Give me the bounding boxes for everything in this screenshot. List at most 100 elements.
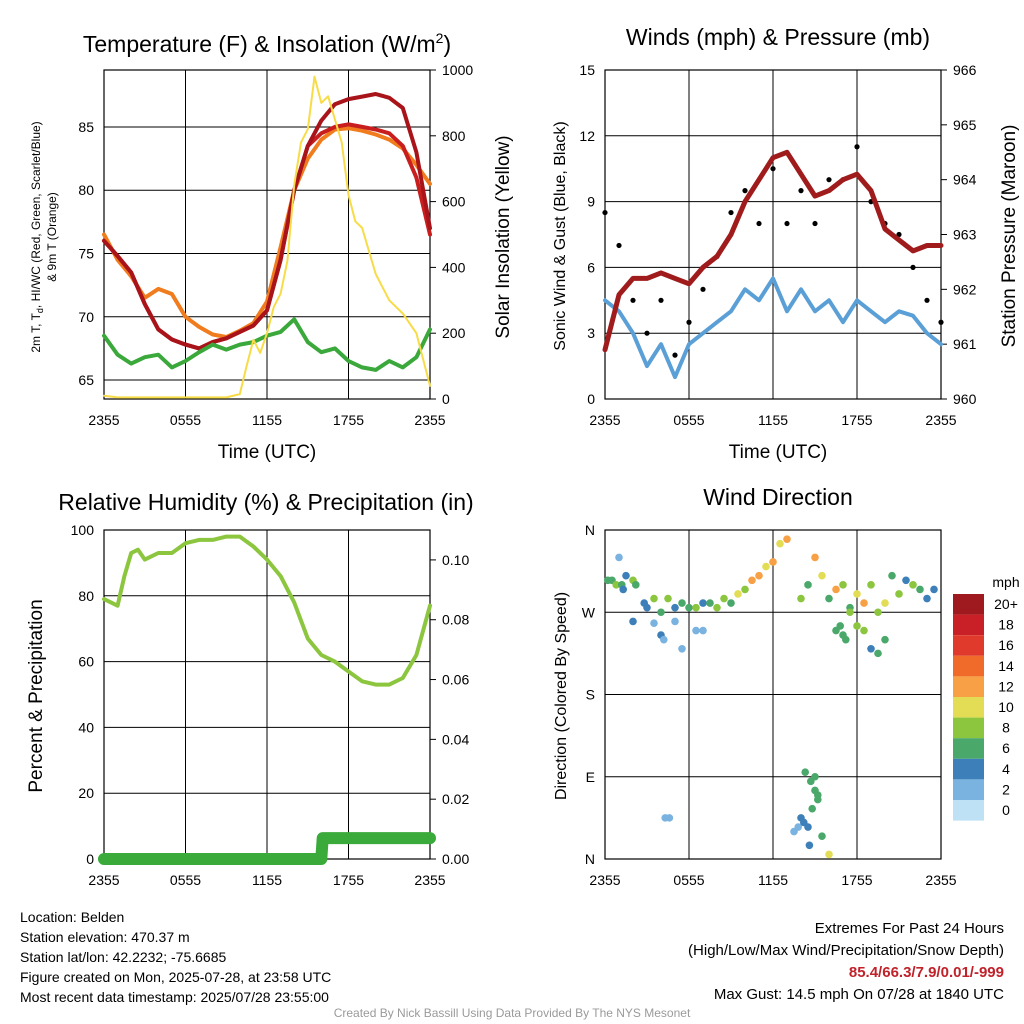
rh-ylabel: Percent & Precipitation (26, 599, 47, 792)
gust-point (854, 144, 860, 150)
direction-point (650, 594, 658, 603)
legend-label: 12 (998, 678, 1014, 694)
wind-y2tick-label: 963 (953, 227, 977, 243)
wind-y2tick-label: 966 (953, 62, 977, 78)
dir-xtick-label: 1155 (758, 872, 788, 888)
direction-point (706, 599, 714, 607)
direction-point (615, 553, 623, 562)
temp-ylabel-2: & 9m T (Orange) (45, 192, 59, 282)
gust-point (756, 220, 762, 227)
direction-point (853, 622, 861, 630)
rh-xtick-label: 1155 (252, 872, 282, 888)
rh-y2tick-label: 0.06 (442, 672, 469, 688)
dir-plot-frame (604, 529, 942, 860)
legend-swatch (953, 717, 984, 739)
temp-ylabel: 2m T, Td, HI/WC (Red, Green, Scarlet/Blu… (29, 121, 45, 352)
wind-ytick-label: 12 (579, 128, 595, 144)
temp-y2tick-label: 1000 (442, 62, 473, 78)
direction-point (860, 626, 868, 635)
wind-xtick-label: 2355 (589, 412, 620, 428)
direction-point (671, 617, 679, 626)
wind-ylabel: Sonic Wind & Gust (Blue, Black) (552, 121, 569, 350)
wind-xtick-label: 2355 (925, 412, 956, 428)
gust-point (616, 242, 622, 249)
pressure-line (602, 149, 944, 353)
legend-swatch (953, 635, 984, 656)
temp-xtick-label: 0555 (170, 412, 201, 428)
legend-label: 8 (1002, 720, 1010, 736)
temp-y2tick-label: 600 (442, 194, 466, 210)
direction-point (888, 571, 896, 580)
direction-point (660, 635, 668, 644)
station-info: Location: Belden Station elevation: 470.… (20, 907, 331, 1007)
wind-ytick-label: 6 (587, 259, 595, 275)
legend-swatch (953, 676, 984, 697)
legend-swatch (953, 594, 984, 615)
legend-title: mph (992, 574, 1019, 590)
legend-label: 18 (998, 617, 1014, 633)
direction-point (874, 608, 882, 617)
gust-point (686, 319, 692, 325)
legend-swatch (953, 697, 984, 718)
wind-ytick-label: 0 (587, 391, 595, 407)
legend-label: 10 (998, 699, 1014, 715)
direction-point (804, 581, 812, 589)
direction-point (881, 635, 889, 644)
legend-swatch (953, 758, 984, 780)
rh-ytick-label: 80 (78, 588, 94, 604)
legend-label: 6 (1002, 740, 1010, 756)
wind-ytick-label: 15 (579, 62, 595, 78)
scarlet-temp-line (102, 92, 432, 351)
direction-point (671, 603, 679, 612)
temp-xtick-label: 1155 (252, 412, 282, 428)
temp-xlabel: Time (UTC) (218, 442, 317, 463)
wind-xtick-label: 1755 (841, 412, 872, 428)
direction-point (794, 823, 802, 831)
extremes-info: Extremes For Past 24 Hours (High/Low/Max… (688, 918, 1004, 1006)
direction-point (720, 594, 728, 603)
insolation-line (103, 75, 431, 399)
rh-y2tick-label: 0.02 (442, 791, 469, 807)
legend-label: 0 (1002, 802, 1010, 818)
direction-point (692, 626, 700, 635)
direction-point (776, 539, 784, 548)
temp-xtick-label: 1755 (333, 412, 364, 428)
direction-point (842, 635, 850, 644)
direction-point (783, 535, 791, 543)
temp-y2tick-label: 800 (442, 128, 466, 144)
dir-ytick-label: E (586, 769, 595, 785)
legend-label: 14 (998, 658, 1014, 674)
temp-y2tick-label: 0 (442, 391, 450, 407)
wind-y2tick-label: 962 (953, 281, 977, 297)
direction-point (629, 617, 637, 626)
temp-y2tick-label: 400 (442, 259, 466, 275)
direction-point (916, 585, 924, 594)
direction-point (853, 590, 861, 598)
gust-point (770, 166, 776, 172)
direction-point (762, 562, 770, 571)
dir-xtick-label: 2355 (589, 872, 620, 888)
direction-point (808, 804, 816, 813)
direction-point (811, 772, 819, 781)
sonic-wind-line (603, 276, 943, 380)
temp-ytick-label: 65 (78, 372, 94, 388)
temp-ytick-label: 85 (78, 119, 94, 135)
wind-y2tick-label: 960 (953, 391, 977, 407)
gust-point (812, 220, 818, 227)
direction-point (804, 823, 812, 831)
latlon-text: Station lat/lon: 42.2232; -75.6685 (20, 949, 227, 965)
gust-point (700, 286, 706, 292)
dir-ytick-label: S (586, 687, 595, 703)
temp-ytick-label: 70 (78, 309, 94, 325)
gust-point (924, 297, 930, 303)
created-text: Figure created on Mon, 2025-07-28, at 23… (20, 969, 332, 985)
rh-ytick-label: 0 (86, 851, 94, 867)
direction-point (832, 585, 840, 594)
orange-temp-line (102, 126, 432, 339)
dir-ytick-label: W (582, 604, 596, 620)
direction-point (657, 608, 665, 617)
temp-ytick-label: 75 (78, 245, 94, 261)
recent-text: Most recent data timestamp: 2025/07/28 2… (20, 989, 329, 1005)
direction-point (814, 795, 822, 804)
